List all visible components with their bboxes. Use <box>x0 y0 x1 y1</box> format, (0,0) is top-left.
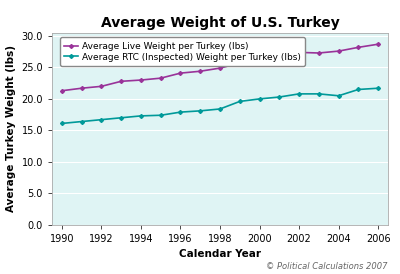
Average Live Weight per Turkey (lbs) <box>119 80 124 83</box>
Average RTC (Inspected) Weight per Turkey (lbs) <box>99 118 104 121</box>
Average RTC (Inspected) Weight per Turkey (lbs) <box>257 97 262 101</box>
Line: Average RTC (Inspected) Weight per Turkey (lbs): Average RTC (Inspected) Weight per Turke… <box>60 87 380 125</box>
Average RTC (Inspected) Weight per Turkey (lbs) <box>119 116 124 119</box>
Average Live Weight per Turkey (lbs) <box>316 51 321 55</box>
Text: © Political Calculations 2007: © Political Calculations 2007 <box>266 262 388 271</box>
Average Live Weight per Turkey (lbs) <box>138 78 143 82</box>
Average RTC (Inspected) Weight per Turkey (lbs) <box>316 92 321 96</box>
Average RTC (Inspected) Weight per Turkey (lbs) <box>277 95 282 99</box>
Average RTC (Inspected) Weight per Turkey (lbs) <box>138 114 143 118</box>
Average Live Weight per Turkey (lbs) <box>297 51 302 54</box>
Average Live Weight per Turkey (lbs) <box>99 85 104 88</box>
Average RTC (Inspected) Weight per Turkey (lbs) <box>376 87 380 90</box>
Average RTC (Inspected) Weight per Turkey (lbs) <box>178 110 183 114</box>
Legend: Average Live Weight per Turkey (lbs), Average RTC (Inspected) Weight per Turkey : Average Live Weight per Turkey (lbs), Av… <box>60 37 305 66</box>
Average RTC (Inspected) Weight per Turkey (lbs) <box>237 100 242 103</box>
Title: Average Weight of U.S. Turkey: Average Weight of U.S. Turkey <box>101 16 339 30</box>
Average Live Weight per Turkey (lbs) <box>336 50 341 53</box>
Average Live Weight per Turkey (lbs) <box>178 72 183 75</box>
Average Live Weight per Turkey (lbs) <box>277 57 282 60</box>
Average RTC (Inspected) Weight per Turkey (lbs) <box>356 88 361 91</box>
Average RTC (Inspected) Weight per Turkey (lbs) <box>79 120 84 123</box>
Average Live Weight per Turkey (lbs) <box>198 70 203 73</box>
Line: Average Live Weight per Turkey (lbs): Average Live Weight per Turkey (lbs) <box>60 43 380 92</box>
Average RTC (Inspected) Weight per Turkey (lbs) <box>158 114 163 117</box>
Average Live Weight per Turkey (lbs) <box>79 87 84 90</box>
Average Live Weight per Turkey (lbs) <box>257 59 262 63</box>
Average RTC (Inspected) Weight per Turkey (lbs) <box>297 92 302 96</box>
Y-axis label: Average Turkey Weight (lbs): Average Turkey Weight (lbs) <box>6 45 16 212</box>
Average Live Weight per Turkey (lbs) <box>237 61 242 65</box>
Average RTC (Inspected) Weight per Turkey (lbs) <box>336 94 341 98</box>
Average Live Weight per Turkey (lbs) <box>218 67 222 70</box>
Average RTC (Inspected) Weight per Turkey (lbs) <box>218 107 222 111</box>
Average RTC (Inspected) Weight per Turkey (lbs) <box>198 109 203 113</box>
Average Live Weight per Turkey (lbs) <box>376 42 380 46</box>
X-axis label: Calendar Year: Calendar Year <box>179 249 261 259</box>
Average Live Weight per Turkey (lbs) <box>356 46 361 49</box>
Average Live Weight per Turkey (lbs) <box>158 76 163 80</box>
Average RTC (Inspected) Weight per Turkey (lbs) <box>60 122 64 125</box>
Average Live Weight per Turkey (lbs) <box>60 89 64 92</box>
